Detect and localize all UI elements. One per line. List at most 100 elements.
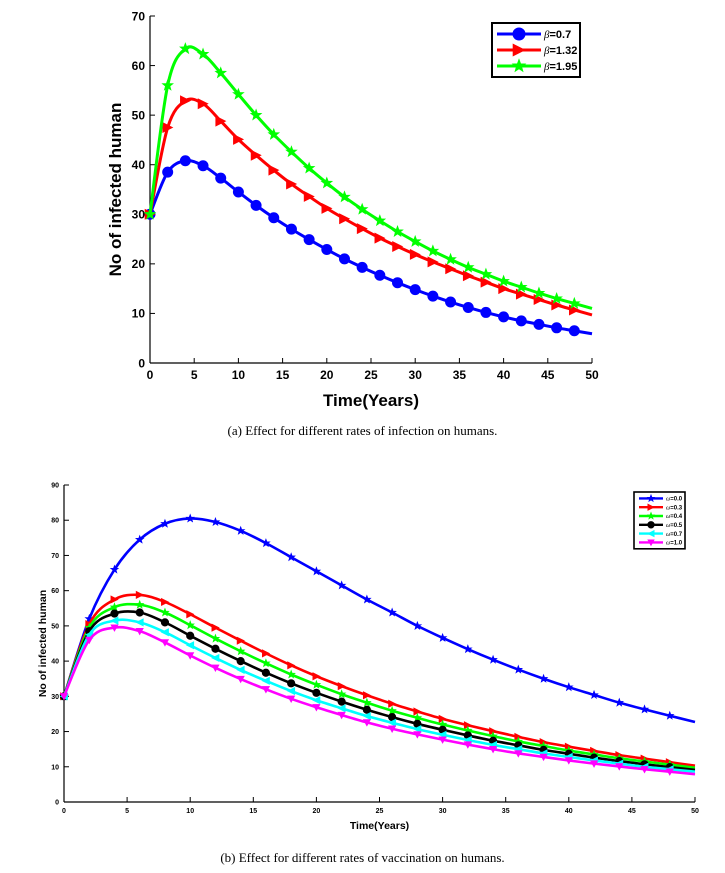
y-tick-label: 80	[51, 518, 59, 525]
data-point	[267, 127, 281, 140]
x-tick-label: 45	[541, 368, 555, 382]
legend-value: =1.95	[549, 61, 577, 73]
data-point	[412, 620, 423, 630]
data-point	[640, 766, 649, 774]
data-point	[408, 234, 422, 247]
x-tick-label: 30	[409, 368, 423, 382]
legend-symbol: β	[543, 29, 550, 41]
data-point	[336, 580, 347, 590]
data-point	[211, 653, 220, 663]
data-point	[179, 42, 192, 55]
x-tick-label: 50	[585, 368, 599, 382]
data-point	[392, 277, 404, 289]
legend-symbol: ω	[666, 523, 670, 529]
x-tick-label: 15	[276, 368, 290, 382]
x-tick-label: 35	[453, 368, 467, 382]
data-point	[427, 256, 439, 268]
legend-marker	[511, 58, 527, 73]
y-tick-label: 10	[132, 307, 146, 321]
series-3	[59, 599, 696, 770]
data-point	[337, 682, 346, 691]
data-point	[392, 241, 404, 252]
y-tick-label: 70	[51, 553, 59, 560]
data-point	[413, 731, 422, 739]
data-point	[134, 534, 145, 544]
data-point	[413, 725, 422, 734]
legend-label: β=1.32	[543, 45, 577, 57]
x-tick-label: 5	[191, 368, 198, 382]
data-point	[387, 607, 397, 617]
data-point	[236, 665, 245, 675]
data-point	[232, 186, 244, 198]
data-point	[362, 705, 371, 714]
x-axis-label: Time(Years)	[350, 820, 409, 832]
legend-marker	[646, 493, 656, 503]
series-4	[59, 608, 696, 772]
data-point	[109, 564, 120, 574]
data-point	[462, 301, 474, 313]
legend-value: =1.0	[670, 541, 683, 547]
data-point	[261, 658, 271, 668]
series-6	[59, 624, 696, 776]
data-point	[135, 608, 144, 617]
data-point	[180, 95, 192, 107]
data-point	[497, 274, 510, 287]
data-point	[161, 597, 170, 607]
data-point	[135, 627, 144, 636]
data-point	[320, 176, 334, 189]
data-point	[480, 276, 492, 288]
legend: β=0.7β=1.32β=1.95	[491, 22, 581, 78]
chart-a: 0 5 10 15 20 25 30 35 40 45 50 0 10 20 30 40 50 60 70 Time(…	[106, 9, 599, 410]
data-point	[287, 679, 296, 688]
data-point	[538, 673, 549, 683]
data-point	[285, 223, 297, 235]
y-tick-label: 30	[132, 208, 146, 222]
data-point	[564, 757, 573, 765]
y-tick-label: 30	[51, 694, 59, 701]
data-point	[162, 166, 174, 178]
data-point	[614, 697, 625, 707]
data-point	[568, 296, 581, 309]
legend-box	[633, 491, 686, 550]
data-point	[387, 705, 397, 715]
y-tick-label: 60	[51, 588, 59, 595]
data-point	[445, 263, 457, 275]
data-point	[236, 675, 245, 684]
data-point	[196, 47, 210, 60]
data-point	[235, 646, 246, 656]
data-point	[461, 260, 475, 273]
data-point	[197, 98, 209, 110]
data-point	[268, 164, 280, 176]
legend-symbol: ω	[666, 532, 670, 538]
data-point	[374, 232, 386, 244]
data-point	[388, 699, 397, 708]
y-tick-label: 90	[51, 483, 59, 490]
x-tick-label: 10	[186, 808, 194, 815]
data-point	[513, 664, 524, 674]
y-tick-label: 40	[132, 158, 146, 172]
data-point	[215, 172, 227, 184]
x-tick-label: 0	[147, 368, 154, 382]
data-point	[664, 710, 675, 720]
series-5	[59, 616, 696, 774]
data-point	[387, 718, 397, 727]
data-point	[186, 631, 195, 640]
legend-label: ω=1.0	[666, 541, 683, 547]
data-point	[250, 149, 262, 161]
data-point	[268, 212, 280, 224]
data-point	[374, 269, 386, 281]
data-point	[437, 632, 448, 642]
data-point	[143, 207, 157, 220]
data-point	[551, 299, 563, 311]
data-point	[261, 686, 271, 694]
x-tick-label: 15	[249, 808, 257, 815]
legend-value: =0.7	[670, 532, 683, 538]
legend-label: ω=0.4	[666, 514, 683, 520]
data-point	[186, 610, 195, 619]
data-point	[211, 644, 220, 653]
data-point	[311, 566, 322, 576]
data-point	[362, 691, 372, 700]
data-point	[514, 280, 528, 293]
data-point	[409, 284, 421, 296]
x-tick-label: 40	[565, 808, 573, 815]
